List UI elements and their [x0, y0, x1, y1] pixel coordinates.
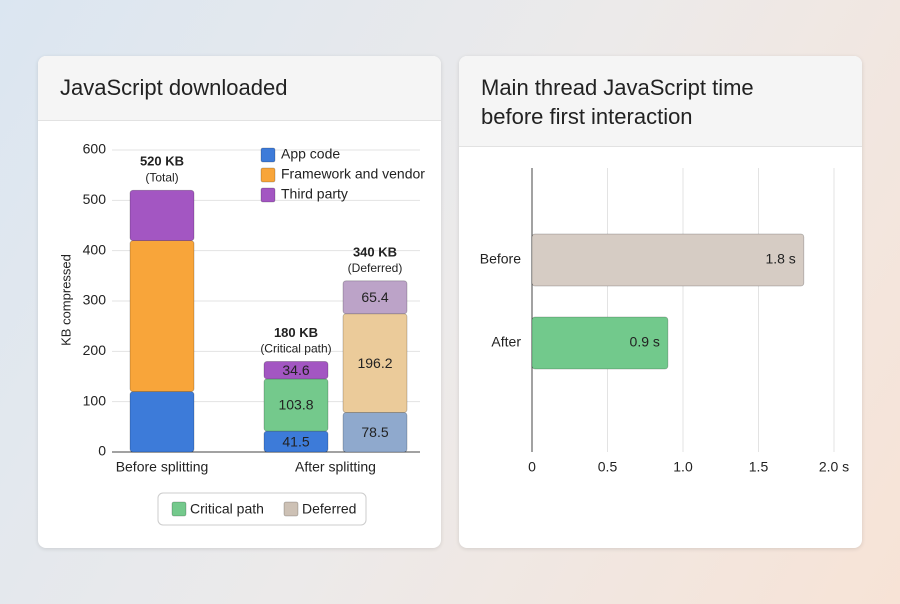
x-tick-label: 0 — [528, 459, 536, 475]
legend-swatch — [171, 501, 187, 517]
value-label: 78.5 — [361, 424, 388, 440]
bar — [531, 316, 669, 370]
x-tick-label: After splitting — [295, 459, 376, 475]
bar-segment — [342, 280, 408, 315]
bar-segment — [263, 361, 329, 380]
value-label: 34.6 — [282, 362, 309, 378]
y-tick-label: 400 — [83, 241, 107, 257]
y-tick-label: 300 — [83, 292, 107, 308]
y-tick-label: 200 — [83, 342, 107, 358]
bar-segment — [129, 189, 195, 241]
stack-note: (Total) — [145, 170, 178, 184]
y-tick-label: Before — [480, 251, 521, 267]
x-tick-label: Before splitting — [116, 459, 209, 475]
card-title: Main thread JavaScript time before first… — [459, 56, 862, 147]
legend-label: Deferred — [302, 501, 356, 517]
card: Main thread JavaScript time before first… — [459, 56, 862, 548]
x-tick-label: 2.0 s — [819, 459, 849, 475]
legend-box — [157, 492, 367, 526]
value-label: 65.4 — [361, 289, 388, 305]
legend-label: Framework and vendor — [281, 166, 425, 182]
legend-swatch — [260, 147, 276, 163]
stack-note: (Deferred) — [348, 261, 403, 275]
x-tick-label: 1.5 — [749, 459, 769, 475]
value-label: 1.8 s — [765, 251, 795, 267]
stack-note: (Critical path) — [260, 342, 331, 356]
y-tick-label: 100 — [83, 392, 107, 408]
value-label: 0.9 s — [630, 334, 660, 350]
stack-label: 180 KB — [274, 325, 318, 340]
x-tick-label: 1.0 — [673, 459, 693, 475]
legend-label: Critical path — [190, 501, 264, 517]
stack-label: 340 KB — [353, 244, 397, 259]
card-title: JavaScript downloaded — [38, 56, 441, 121]
value-label: 41.5 — [282, 433, 309, 449]
legend-label: App code — [281, 146, 340, 162]
title-line: Main thread JavaScript time — [481, 75, 754, 100]
x-tick-label: 0.5 — [598, 459, 618, 475]
y-axis-title: KB compressed — [58, 254, 73, 346]
y-tick-label: After — [491, 334, 521, 350]
legend-swatch — [260, 187, 276, 203]
legend-label: Third party — [281, 186, 348, 202]
bar-segment — [129, 240, 195, 393]
value-label: 196.2 — [357, 355, 392, 371]
bar — [531, 233, 805, 287]
stack-label: 520 KB — [140, 154, 184, 169]
y-tick-label: 500 — [83, 191, 107, 207]
value-label: 103.8 — [278, 397, 313, 413]
y-tick-label: 600 — [83, 141, 107, 157]
title-line: before first interaction — [481, 104, 693, 129]
bar-segment — [129, 391, 195, 453]
y-tick-label: 0 — [98, 443, 106, 459]
legend-swatch — [260, 167, 276, 183]
legend-swatch — [283, 501, 299, 517]
